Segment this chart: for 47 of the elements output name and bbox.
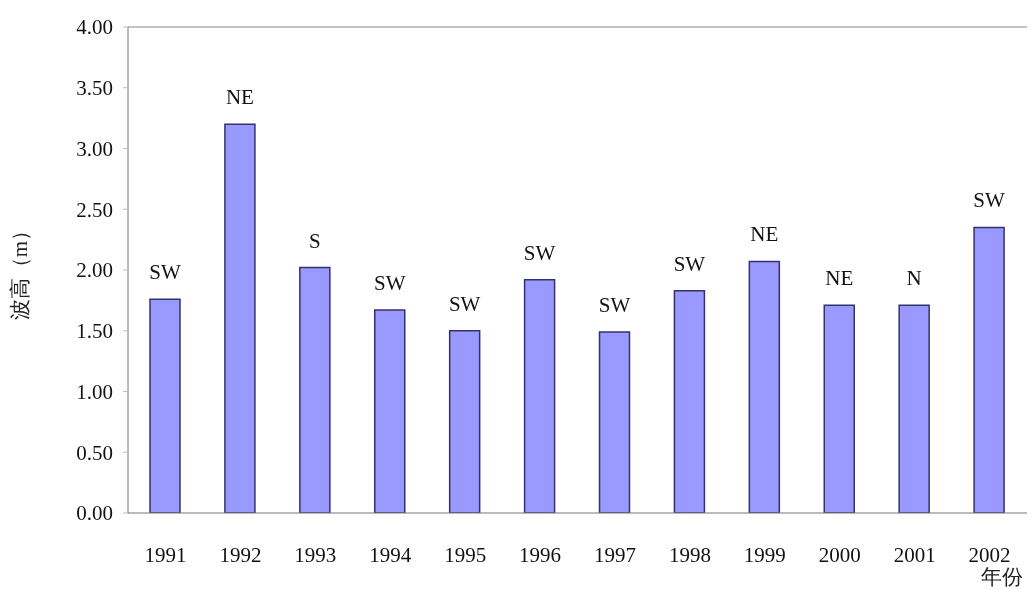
- x-tick-label: 1994: [369, 542, 412, 567]
- x-tick-label: 1998: [668, 542, 711, 567]
- y-tick-label: 0.50: [76, 440, 113, 465]
- data-label: SW: [448, 291, 481, 316]
- x-tick-label: 1996: [519, 542, 562, 567]
- x-tick-label: 2000: [818, 542, 861, 567]
- y-tick-label: 1.50: [76, 319, 113, 344]
- x-tick-label: 1991: [144, 542, 187, 567]
- data-label: NE: [225, 85, 254, 110]
- data-label: NE: [825, 266, 854, 291]
- bar: [299, 266, 331, 513]
- y-axis-title: 波高（m）: [8, 219, 33, 321]
- y-tick-label: 3.50: [76, 76, 113, 101]
- x-tick-label: 1995: [444, 542, 487, 567]
- data-label: SW: [523, 240, 556, 265]
- data-label: SW: [374, 271, 406, 296]
- bar: [448, 330, 481, 513]
- x-tick-label: 1999: [743, 542, 786, 567]
- data-label: S: [308, 228, 321, 253]
- bar: [823, 304, 855, 513]
- x-tick-label: 2002: [968, 542, 1011, 567]
- bar: [973, 226, 1005, 513]
- y-tick-label: 3.00: [76, 136, 113, 161]
- data-label: SW: [973, 188, 1006, 213]
- bar: [374, 309, 406, 513]
- bar: [149, 298, 181, 513]
- data-label: SW: [673, 251, 706, 276]
- bar: [224, 123, 256, 513]
- y-tick-label: 2.00: [76, 258, 113, 283]
- bar: [898, 304, 930, 513]
- data-label: N: [906, 266, 922, 291]
- y-tick-label: 0.00: [76, 501, 113, 526]
- data-label: NE: [750, 222, 779, 247]
- y-tick-label: 1.00: [76, 379, 113, 404]
- bar: [748, 260, 781, 513]
- bar: [673, 289, 706, 513]
- x-tick-label: 1992: [219, 542, 262, 567]
- x-tick-label: 2001: [893, 542, 936, 567]
- x-tick-label: 1993: [294, 542, 337, 567]
- y-tick-label: 2.50: [76, 197, 113, 222]
- x-tick-label: 1997: [593, 542, 636, 567]
- y-tick-label: 4.00: [76, 15, 113, 40]
- bar: [523, 278, 556, 513]
- data-label: SW: [598, 292, 631, 317]
- data-label: SW: [149, 260, 181, 285]
- x-axis-title: 年份: [981, 565, 1023, 589]
- bar: [598, 331, 631, 513]
